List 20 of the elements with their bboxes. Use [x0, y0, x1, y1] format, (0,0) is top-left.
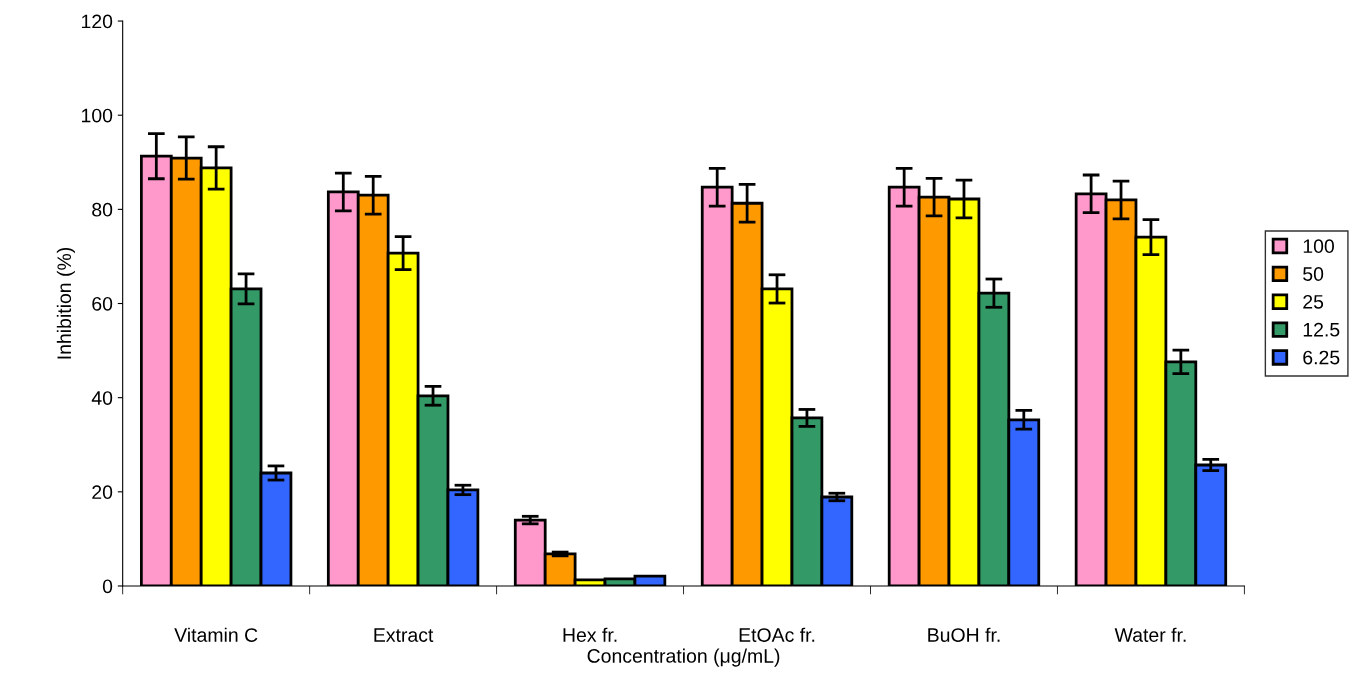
x-tick-label: Hex fr.: [563, 627, 617, 642]
x-tick-label: Extract: [374, 628, 434, 642]
x-tick-label: Vitamin C: [174, 627, 258, 642]
y-axis-title: Inhibition (%): [56, 247, 75, 359]
y-tick-label: 20: [92, 485, 113, 500]
y-tick-label: 100: [81, 108, 113, 123]
y-tick-label: 40: [91, 391, 113, 405]
x-tick-label: Water fr.: [1114, 627, 1186, 642]
y-tick-label: 60: [92, 296, 113, 311]
legend-label: 12.5: [1303, 322, 1340, 337]
x-tick-label: EtOAc fr.: [739, 627, 815, 642]
legend-label: 6.25: [1303, 350, 1340, 365]
legend-label: 50: [1303, 267, 1324, 281]
y-tick-label: 80: [92, 202, 113, 217]
legend-label: 25: [1303, 294, 1324, 309]
y-tick-label: 120: [81, 14, 113, 29]
x-axis-title: Concentration (μg/mL): [587, 648, 780, 667]
legend-label: 100: [1303, 239, 1334, 254]
x-tick-label: BuOH fr.: [928, 627, 1000, 642]
y-tick-label: 0: [102, 579, 113, 594]
